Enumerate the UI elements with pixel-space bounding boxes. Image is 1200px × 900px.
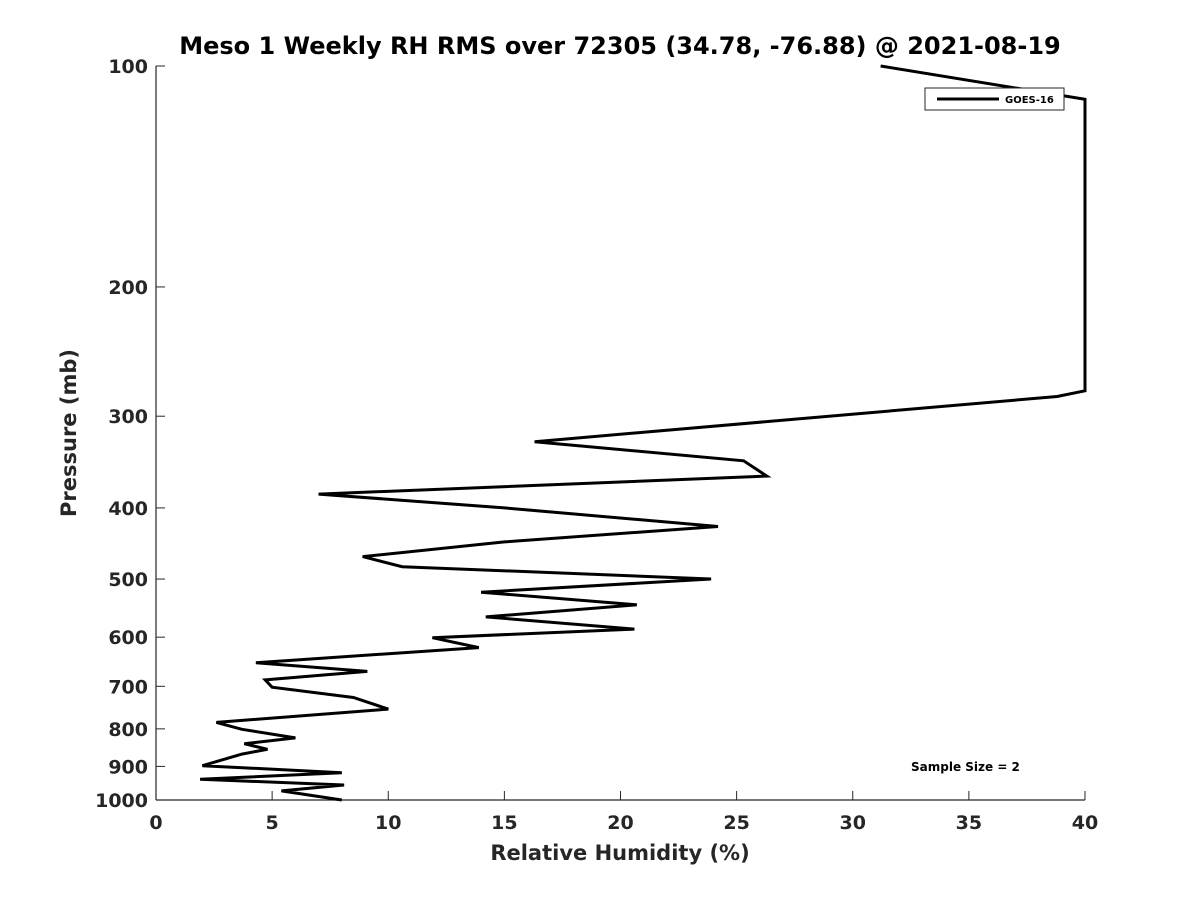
x-tick-label: 35 <box>956 812 982 834</box>
y-tick-label: 700 <box>108 676 148 698</box>
y-axis-label: Pressure (mb) <box>57 349 81 517</box>
y-tick-label: 600 <box>108 627 148 649</box>
x-tick-label: 0 <box>149 812 162 834</box>
plot-area: 0 5 10 15 20 25 30 35 40 100 200 300 400 500 600 700 80… <box>95 56 1098 834</box>
x-tick-label: 30 <box>840 812 866 834</box>
x-axis-ticks: 0 5 10 15 20 25 30 35 40 <box>149 791 1098 834</box>
x-axis-label: Relative Humidity (%) <box>490 841 749 865</box>
y-axis-ticks: 100 200 300 400 500 600 700 800 900 1000 <box>95 56 165 812</box>
x-tick-label: 20 <box>607 812 633 834</box>
y-tick-label: 500 <box>108 569 148 591</box>
x-tick-label: 40 <box>1072 812 1098 834</box>
y-tick-label: 100 <box>108 56 148 78</box>
series-layer <box>200 64 1087 802</box>
chart-title: Meso 1 Weekly RH RMS over 72305 (34.78, … <box>179 32 1061 60</box>
y-tick-label: 900 <box>108 756 148 778</box>
series-line-goes-16 <box>200 64 1087 802</box>
sample-size-annotation: Sample Size = 2 <box>911 760 1020 774</box>
x-tick-label: 10 <box>375 812 401 834</box>
legend-label-goes-16: GOES-16 <box>1005 95 1054 106</box>
x-tick-label: 25 <box>723 812 749 834</box>
legend: GOES-16 <box>924 87 1065 111</box>
y-tick-label: 200 <box>108 277 148 299</box>
x-tick-label: 15 <box>491 812 517 834</box>
y-tick-label: 800 <box>108 719 148 741</box>
y-tick-label: 1000 <box>95 790 148 812</box>
x-tick-label: 5 <box>266 812 279 834</box>
y-tick-label: 300 <box>108 406 148 428</box>
y-tick-label: 400 <box>108 498 148 520</box>
